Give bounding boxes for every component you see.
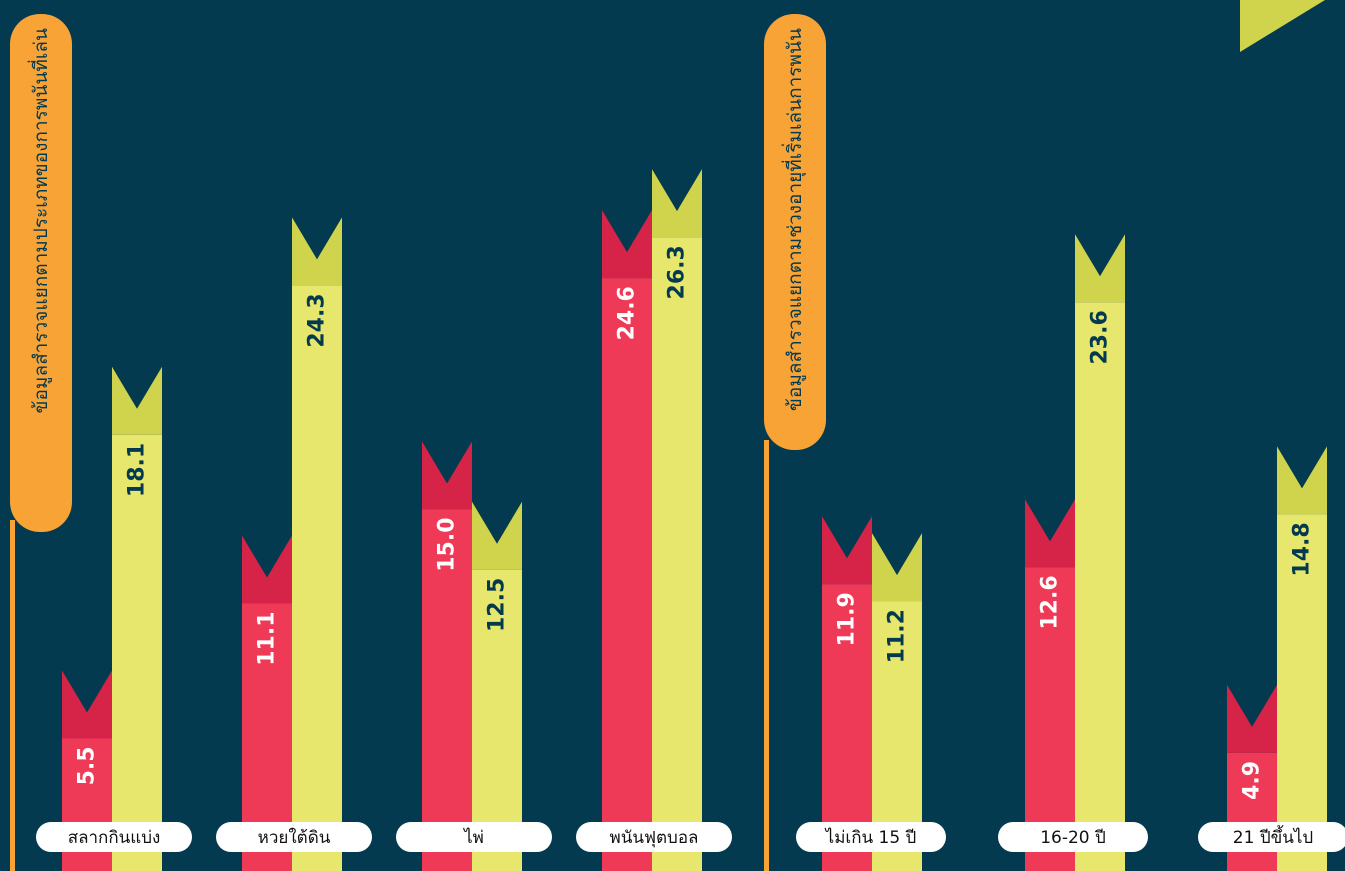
bar: [1075, 302, 1125, 871]
bar-value-label: 14.8: [1290, 522, 1315, 576]
bar-flag: [472, 501, 522, 570]
bar-flag: [1277, 446, 1327, 515]
category-label: พนันฟุตบอล: [610, 828, 699, 848]
bar-flag: [242, 535, 292, 604]
category-pill: [1198, 822, 1345, 852]
bar-flag: [652, 169, 702, 238]
category-label: ไม่เกิน 15 ปี: [824, 827, 917, 848]
bar-flag: [1025, 499, 1075, 568]
category-label: ไพ่: [462, 827, 484, 848]
bar-flag: [112, 366, 162, 435]
category-pill: [998, 822, 1148, 852]
category-label: สลากกินแบ่ง: [68, 828, 161, 848]
bar-value-label: 15.0: [435, 518, 460, 572]
bar-flag: [62, 670, 112, 739]
bar-value-label: 12.6: [1038, 575, 1063, 629]
bar-value-label: 18.1: [125, 443, 150, 497]
bar: [292, 285, 342, 871]
bar-value-label: 5.5: [75, 746, 100, 785]
bar-flag: [292, 217, 342, 286]
title-tab-rule: [10, 520, 15, 871]
bar: [472, 569, 522, 871]
bar-value-label: 11.9: [835, 592, 860, 646]
category-pill: [396, 822, 552, 852]
category-pill: [36, 822, 192, 852]
title-tab-rule: [764, 440, 769, 871]
bar-flag: [1075, 234, 1125, 303]
category-label: 21 ปีขึ้นไป: [1233, 825, 1313, 848]
chart-panel-1: ข้อมูลสำรวจแยกตามประเภทของการพนันที่เล่น…: [10, 14, 732, 871]
bar: [1025, 567, 1075, 871]
bar-value-label: 11.2: [885, 609, 910, 663]
bar: [112, 434, 162, 871]
chart-panel-2: ข้อมูลสำรวจแยกตามช่วงอายุที่เริ่มเล่นการ…: [764, 14, 1345, 871]
bar-value-label: 23.6: [1088, 310, 1113, 364]
bar: [602, 278, 652, 871]
bar-flag: [602, 210, 652, 279]
chart-title: ข้อมูลสำรวจแยกตามช่วงอายุที่เริ่มเล่นการ…: [781, 28, 807, 411]
bar-value-label: 24.6: [615, 286, 640, 340]
category-label: 16-20 ปี: [1040, 828, 1106, 848]
bar: [652, 237, 702, 871]
chart-title: ข้อมูลสำรวจแยกตามประเภทของการพนันที่เล่น: [27, 28, 52, 413]
bar: [1277, 514, 1327, 871]
corner-decoration: [1240, 0, 1325, 52]
title-tab: [764, 14, 826, 450]
bar-value-label: 11.1: [255, 611, 280, 665]
bar-value-label: 26.3: [665, 245, 690, 299]
bar: [422, 509, 472, 871]
bar-flag: [822, 516, 872, 585]
bar-flag: [1227, 684, 1277, 753]
category-label: หวยใต้ดิน: [258, 827, 331, 848]
category-pill: [796, 822, 946, 852]
bar-flag: [872, 533, 922, 602]
category-pill: [216, 822, 372, 852]
category-pill: [576, 822, 732, 852]
bar-value-label: 12.5: [485, 578, 510, 632]
bar-flag: [422, 441, 472, 510]
title-tab: [10, 14, 72, 532]
bar-value-label: 4.9: [1240, 761, 1265, 800]
bar-value-label: 24.3: [305, 293, 330, 347]
